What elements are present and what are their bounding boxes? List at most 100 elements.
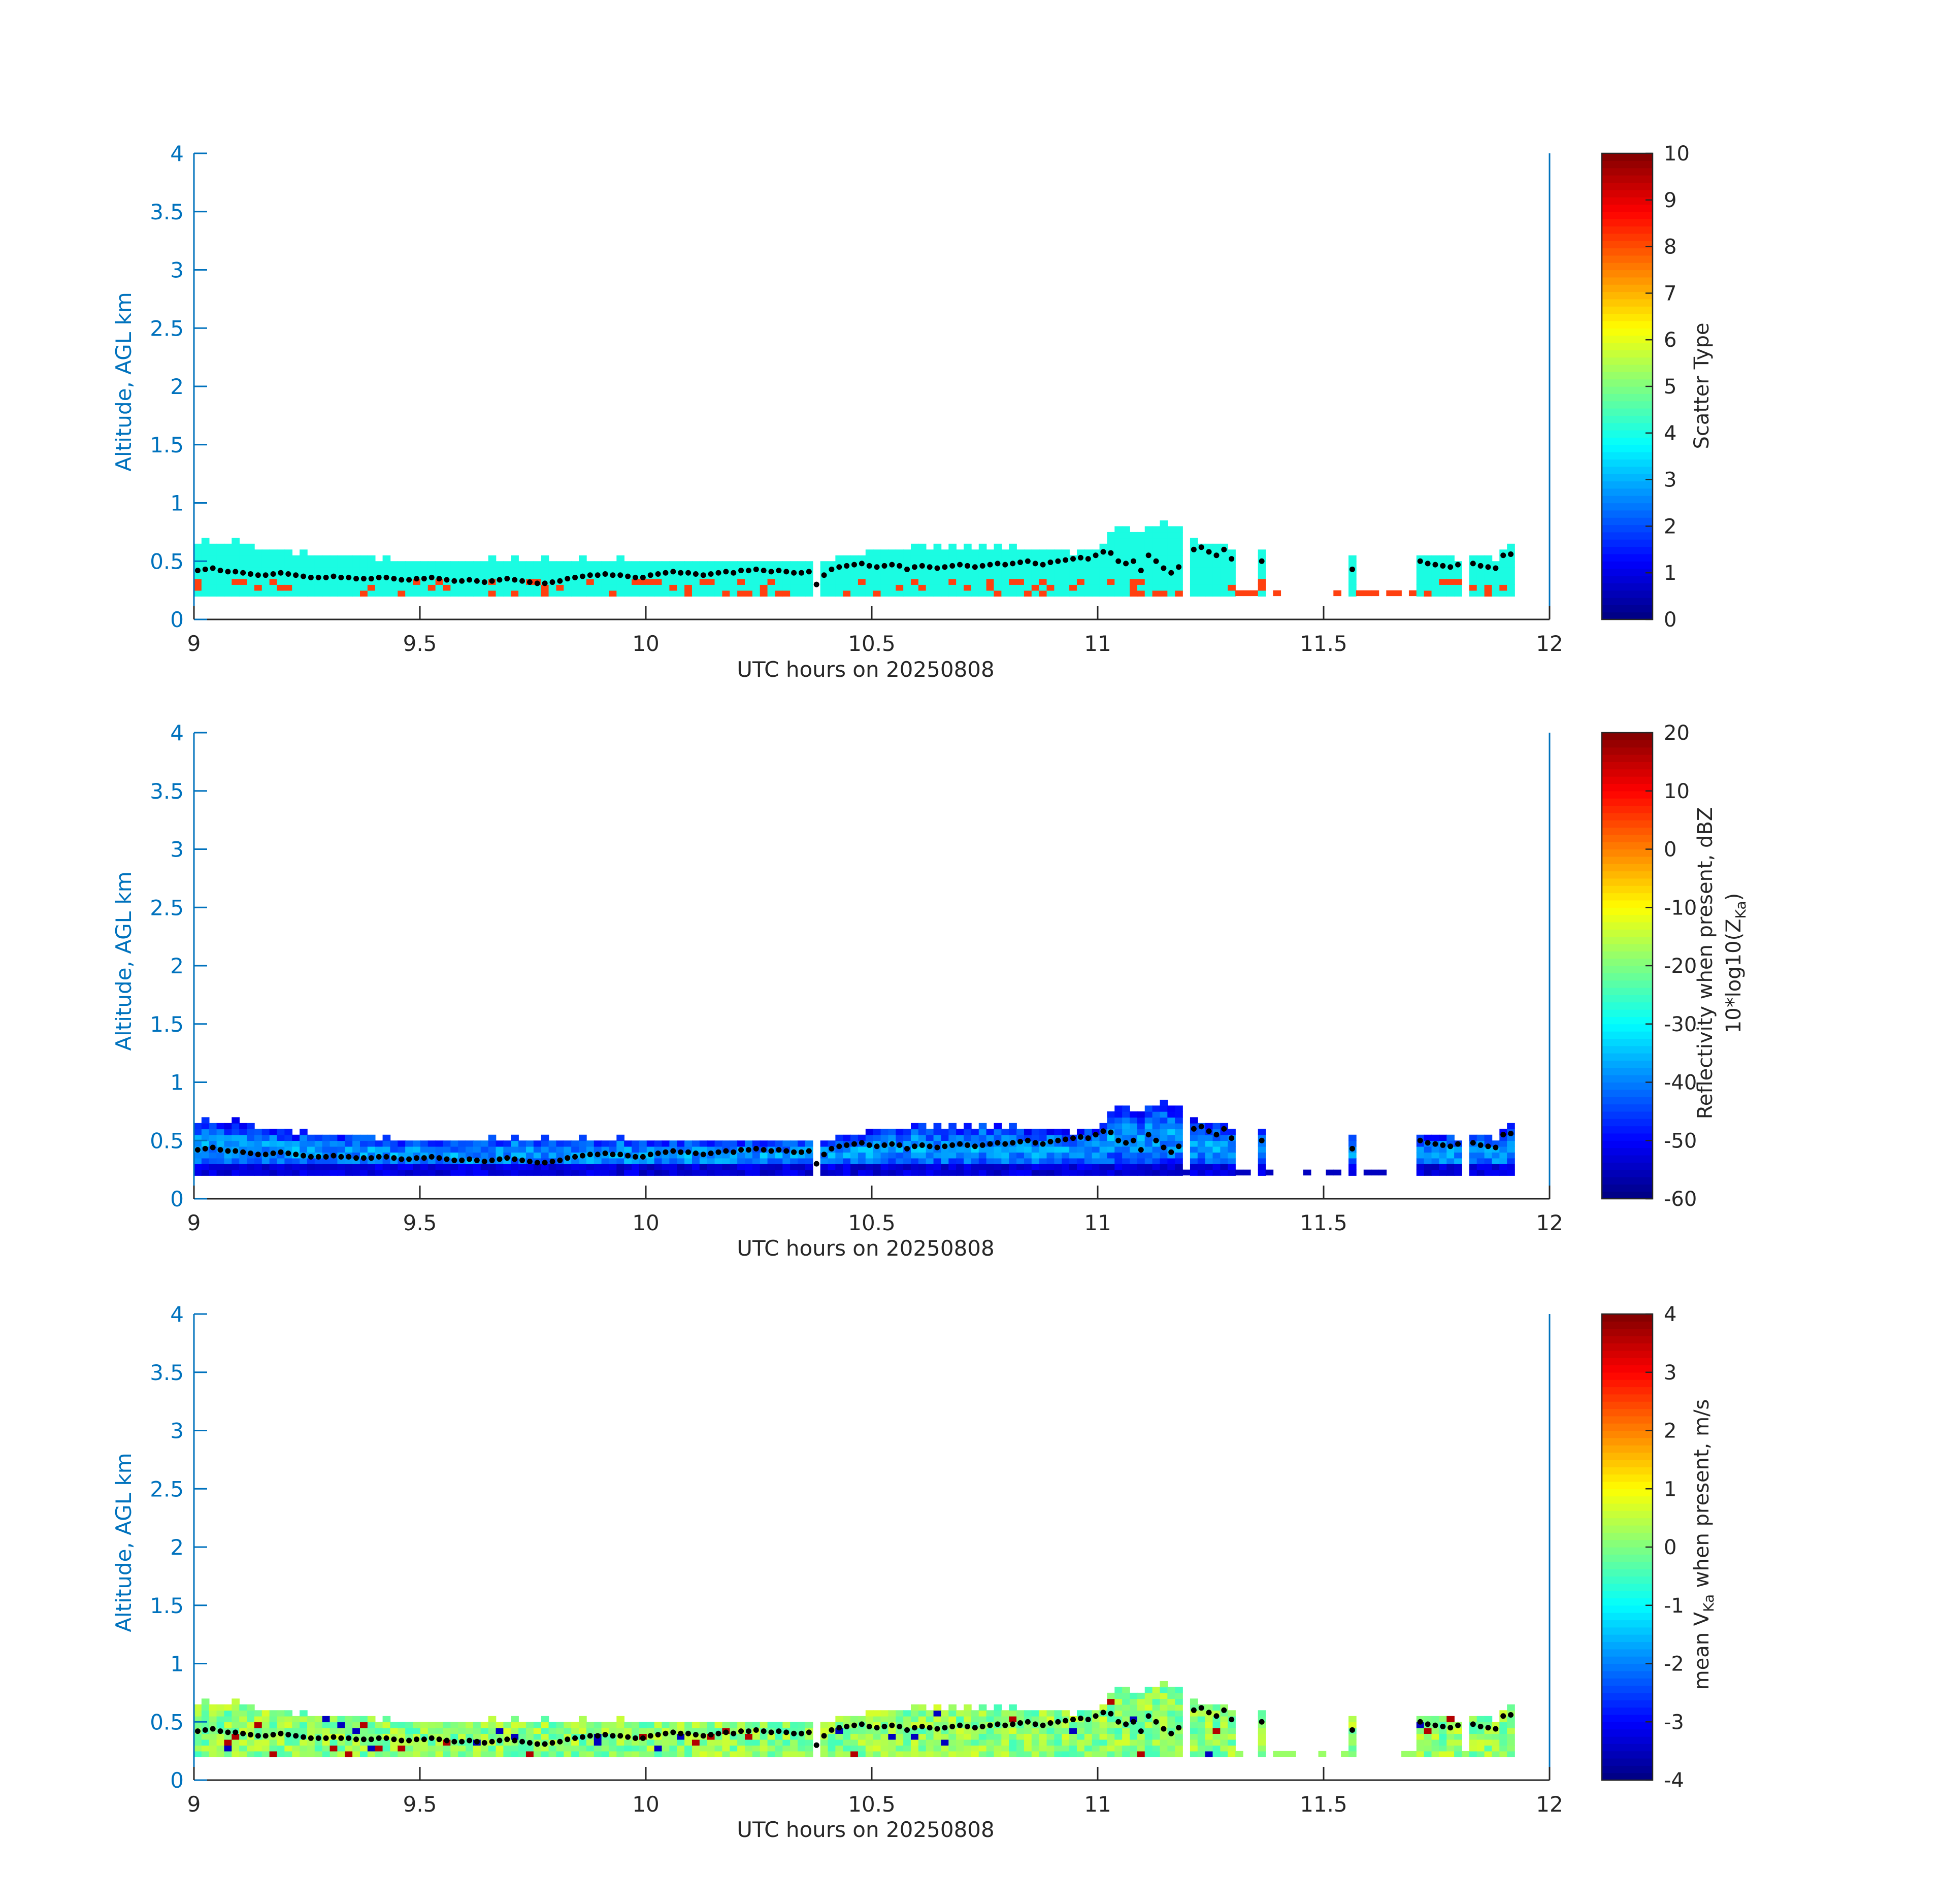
heatmap-cell [1031, 1733, 1040, 1740]
heatmap-cell [405, 573, 413, 579]
heatmap-cell [1046, 1751, 1055, 1757]
heatmap-cell [1205, 1123, 1213, 1130]
heatmap-cell [790, 578, 798, 585]
colorbar-swatch [1602, 532, 1653, 540]
heatmap-cell [639, 1158, 647, 1164]
heatmap-cell [850, 1733, 859, 1740]
heatmap-cell [1197, 561, 1206, 568]
heatmap-cell [1507, 1169, 1515, 1176]
heatmap-cell [669, 584, 678, 591]
heatmap-cell [699, 1727, 708, 1734]
heatmap-cell [609, 561, 617, 568]
heatmap-cell [888, 567, 897, 573]
cloud-top-dot [466, 577, 472, 583]
heatmap-cell [367, 1722, 376, 1728]
cloud-top-dot [783, 1729, 789, 1735]
heatmap-cell [948, 1710, 957, 1717]
heatmap-cell [564, 561, 572, 568]
colorbar-swatch [1602, 248, 1653, 256]
heatmap-cell [1144, 590, 1153, 597]
reflectivity-colorbar-label-2: 10*log10(ZKa) [1722, 893, 1749, 1033]
heatmap-cell [956, 590, 964, 597]
cloud-top-dot [768, 1729, 774, 1735]
heatmap-cell [300, 1164, 308, 1170]
cloud-top-dot [572, 574, 578, 580]
heatmap-cell [692, 584, 700, 591]
heatmap-cell [639, 1146, 647, 1153]
heatmap-cell [586, 1751, 595, 1757]
heatmap-cell [1009, 1158, 1017, 1164]
cloud-top-dot [889, 562, 895, 568]
heatmap-cell [201, 1698, 210, 1705]
heatmap-cell [722, 1739, 731, 1746]
heatmap-cell [277, 1134, 285, 1141]
heatmap-cell [933, 1716, 942, 1723]
cloud-top-dot [1206, 1128, 1212, 1134]
colorbar-swatch [1602, 1744, 1653, 1752]
heatmap-cell [382, 555, 391, 562]
cloud-top-dot [1176, 1143, 1182, 1150]
heatmap-cell [435, 1745, 444, 1752]
colorbar-swatch [1602, 1336, 1653, 1343]
cloud-top-dot [1168, 1730, 1174, 1736]
heatmap-cell [1076, 1152, 1085, 1159]
heatmap-cell [216, 1123, 225, 1130]
heatmap-cell [254, 1751, 262, 1757]
heatmap-cell [684, 1164, 693, 1170]
heatmap-cell [345, 1727, 353, 1734]
heatmap-cell [1446, 1152, 1455, 1159]
heatmap-cell [1469, 1152, 1477, 1159]
heatmap-cell [1228, 1129, 1236, 1135]
heatmap-cell [1016, 1169, 1025, 1176]
heatmap-cell [1137, 1134, 1145, 1141]
heatmap-cell [910, 1704, 919, 1711]
heatmap-cell [782, 1164, 791, 1170]
heatmap-cell [277, 549, 285, 556]
x-tick-label: 12 [1536, 1792, 1563, 1817]
heatmap-cell [1212, 584, 1221, 591]
heatmap-cell [775, 1751, 783, 1757]
heatmap-cell [511, 1169, 519, 1176]
heatmap-cell [443, 1745, 451, 1752]
heatmap-cell [1190, 1751, 1198, 1757]
heatmap-cell [1046, 1716, 1055, 1723]
heatmap-cell [1454, 567, 1462, 573]
heatmap-cell [646, 1146, 655, 1153]
heatmap-cell [828, 561, 836, 568]
colorbar-tick-label: 1 [1664, 562, 1676, 585]
heatmap-cell [782, 584, 791, 591]
heatmap-cell [503, 584, 512, 591]
heatmap-cell [1507, 1727, 1515, 1734]
heatmap-cell [798, 584, 806, 591]
heatmap-cell [473, 1727, 481, 1734]
y-tick-label: 1 [170, 1652, 184, 1677]
heatmap-cell [978, 1146, 987, 1153]
heatmap-cell [1054, 1733, 1063, 1740]
heatmap-cell [1160, 1099, 1168, 1106]
heatmap-cell [964, 1169, 972, 1176]
heatmap-cell [352, 1140, 360, 1147]
heatmap-cell [1031, 1745, 1040, 1752]
colorbar-swatch [1602, 1729, 1653, 1737]
heatmap-cell [496, 590, 504, 597]
heatmap-cell [1499, 1140, 1507, 1147]
heatmap-cell [941, 1745, 949, 1752]
heatmap-cell [903, 573, 911, 579]
heatmap-cell [413, 1140, 421, 1147]
heatmap-cell [488, 590, 497, 597]
cloud-top-dot [979, 1723, 985, 1729]
heatmap-cell [918, 1123, 927, 1130]
heatmap-cell [632, 1722, 640, 1728]
heatmap-cell [1507, 1123, 1515, 1130]
heatmap-cell [1273, 590, 1281, 597]
heatmap-cell [201, 1134, 210, 1141]
heatmap-cell [194, 555, 202, 562]
colorbar-tick-label: 5 [1664, 375, 1676, 399]
colorbar-swatch [1602, 430, 1653, 438]
cloud-top-dot [753, 1145, 759, 1152]
heatmap-cell [692, 1164, 700, 1170]
heatmap-cell [1371, 1169, 1379, 1176]
heatmap-cell [978, 1134, 987, 1141]
heatmap-cell [194, 1745, 202, 1752]
heatmap-cell [639, 1727, 647, 1734]
